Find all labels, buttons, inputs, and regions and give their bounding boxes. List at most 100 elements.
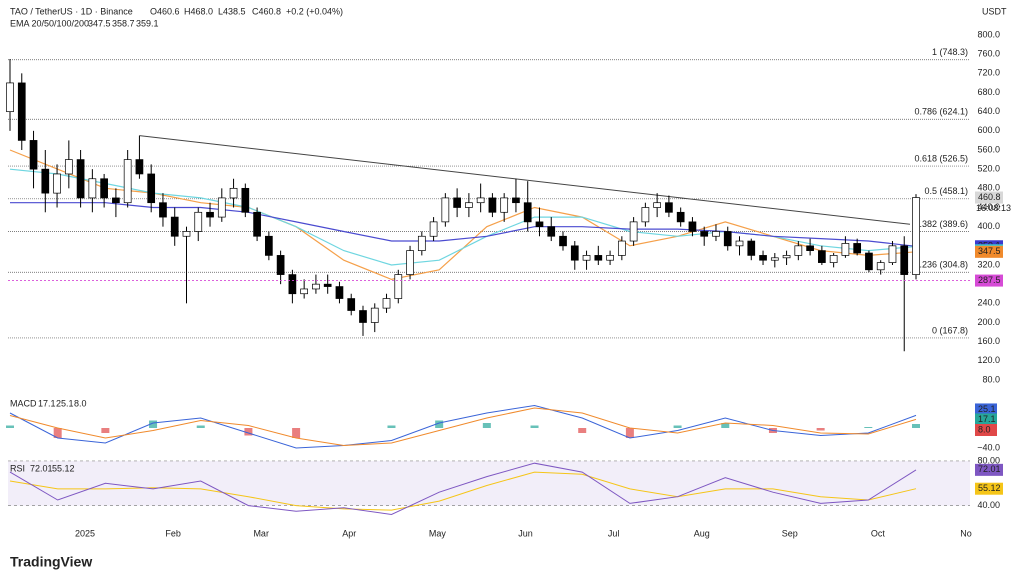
x-tick-label: 2025	[75, 528, 95, 538]
price-tag-label: 287.5	[978, 275, 1001, 285]
x-tick-label: Jul	[608, 528, 620, 538]
y-tick-label: 120.0	[977, 355, 1000, 365]
symbol: TAO / TetherUS · 1D · Binance	[10, 6, 133, 16]
rsi-band	[8, 460, 970, 506]
candle-body	[582, 255, 591, 261]
macd-tag	[975, 424, 997, 436]
candle-body	[594, 255, 603, 261]
candle-body	[900, 245, 909, 275]
candle-body	[359, 310, 367, 323]
candle-body	[135, 159, 144, 175]
candle-body	[818, 250, 826, 263]
candle-body	[335, 286, 344, 299]
y-tick-label: 160.0	[977, 336, 1000, 346]
candle-body	[170, 216, 179, 237]
candle-body	[206, 211, 214, 218]
rsi-tag-label: 55.12	[978, 483, 1001, 493]
y-tick-label: 520.0	[977, 164, 1000, 174]
ohlc: H468.0	[184, 6, 213, 16]
macd-hist	[721, 423, 730, 428]
candle-body	[406, 250, 414, 275]
candle-body	[253, 211, 261, 237]
candle-body	[276, 255, 285, 275]
fib-label: 0.5 (458.1)	[924, 186, 968, 196]
trendline	[139, 135, 911, 225]
y-tick-label: 640.0	[977, 106, 1000, 116]
macd-hist	[435, 420, 444, 428]
fib-label: 1 (748.3)	[932, 47, 968, 57]
ohlc: O460.6	[150, 6, 180, 16]
candle-body	[417, 235, 426, 251]
brand[interactable]: TradingView	[10, 554, 92, 570]
candle-body	[347, 298, 356, 311]
panel-legend: 72.01	[30, 463, 53, 473]
fib-label: 0.236 (304.8)	[914, 260, 968, 270]
candle-body	[465, 202, 473, 208]
rsi-tag	[975, 482, 1003, 495]
candle-body	[559, 235, 567, 247]
candle-body	[300, 288, 309, 295]
y-tick-label: 720.0	[977, 68, 1000, 78]
x-tick-label: Mar	[253, 528, 269, 538]
macd-hist	[864, 427, 873, 428]
price-tag	[975, 245, 1003, 258]
candle-body	[747, 240, 756, 256]
candle-body	[53, 173, 61, 194]
macd-hist	[625, 428, 634, 438]
panel-legend: 8.0	[74, 398, 87, 408]
candle-body	[382, 298, 391, 309]
macd-tag-label: 8.0	[978, 424, 991, 434]
y-tick-label: 240.0	[977, 298, 1000, 308]
candle-body	[217, 197, 226, 218]
x-tick-label: Oct	[871, 528, 886, 538]
candle-body	[6, 82, 14, 113]
legend-value: 347.5	[88, 18, 111, 28]
ohlc: L438.5	[218, 6, 246, 16]
macd-hist	[196, 425, 205, 428]
macd-hist	[292, 428, 301, 438]
y-tick-label: 600.0	[977, 125, 1000, 135]
candle-body	[829, 255, 838, 263]
candle-body	[841, 243, 850, 256]
panel-title: RSI	[10, 463, 25, 473]
candle-body	[76, 159, 85, 199]
macd-tag	[975, 403, 997, 416]
candle-body	[512, 197, 520, 204]
macd-hist	[482, 423, 491, 428]
panel-legend: 17.1	[38, 398, 56, 408]
candle-body	[782, 255, 791, 259]
legend-value: 358.7	[112, 18, 135, 28]
candle-body	[100, 178, 108, 199]
y-tick-label: 400.0	[977, 221, 1000, 231]
price-tag-label: 460.8	[978, 192, 1001, 202]
candle-body	[570, 245, 579, 261]
candle-body	[629, 221, 638, 242]
ohlc: +0.2 (+0.04%)	[286, 6, 343, 16]
candle-body	[876, 262, 885, 271]
macd-hist	[101, 428, 110, 433]
macd-hist	[244, 428, 253, 436]
y-tick-label: 440.0	[977, 202, 1000, 212]
y-tick-label: 320.0	[977, 259, 1000, 269]
candle-body	[606, 255, 614, 261]
macd-hist	[6, 425, 14, 428]
x-tick-label: No	[960, 528, 972, 538]
price-tag	[975, 274, 1003, 287]
rsi-tag	[975, 463, 1003, 476]
x-tick-label: Feb	[165, 528, 181, 538]
fib-label: 0.382 (389.6)	[914, 219, 968, 229]
panel-title: MACD	[10, 398, 37, 408]
y-tick-label: 40.00	[977, 500, 1000, 510]
candle-body	[712, 231, 720, 237]
candle-body	[88, 178, 97, 199]
ohlc: C460.8	[252, 6, 281, 16]
macd-tag	[975, 413, 997, 426]
candle-body	[759, 255, 767, 261]
y-tick-label: 760.0	[977, 49, 1000, 59]
macd-hist	[578, 428, 587, 433]
y-tick-label: −40.0	[977, 442, 1000, 452]
candle-body	[535, 221, 544, 228]
candle-body	[323, 283, 332, 287]
candle-body	[64, 159, 73, 175]
candle-body	[194, 211, 203, 232]
